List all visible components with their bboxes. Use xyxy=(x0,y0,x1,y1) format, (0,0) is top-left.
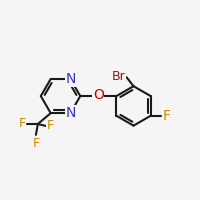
Text: F: F xyxy=(32,137,39,150)
Text: F: F xyxy=(163,109,171,123)
Text: F: F xyxy=(47,119,54,132)
Text: N: N xyxy=(65,72,76,86)
Text: F: F xyxy=(18,117,25,130)
Text: O: O xyxy=(93,88,104,102)
Text: N: N xyxy=(65,106,76,120)
Text: Br: Br xyxy=(112,70,126,83)
